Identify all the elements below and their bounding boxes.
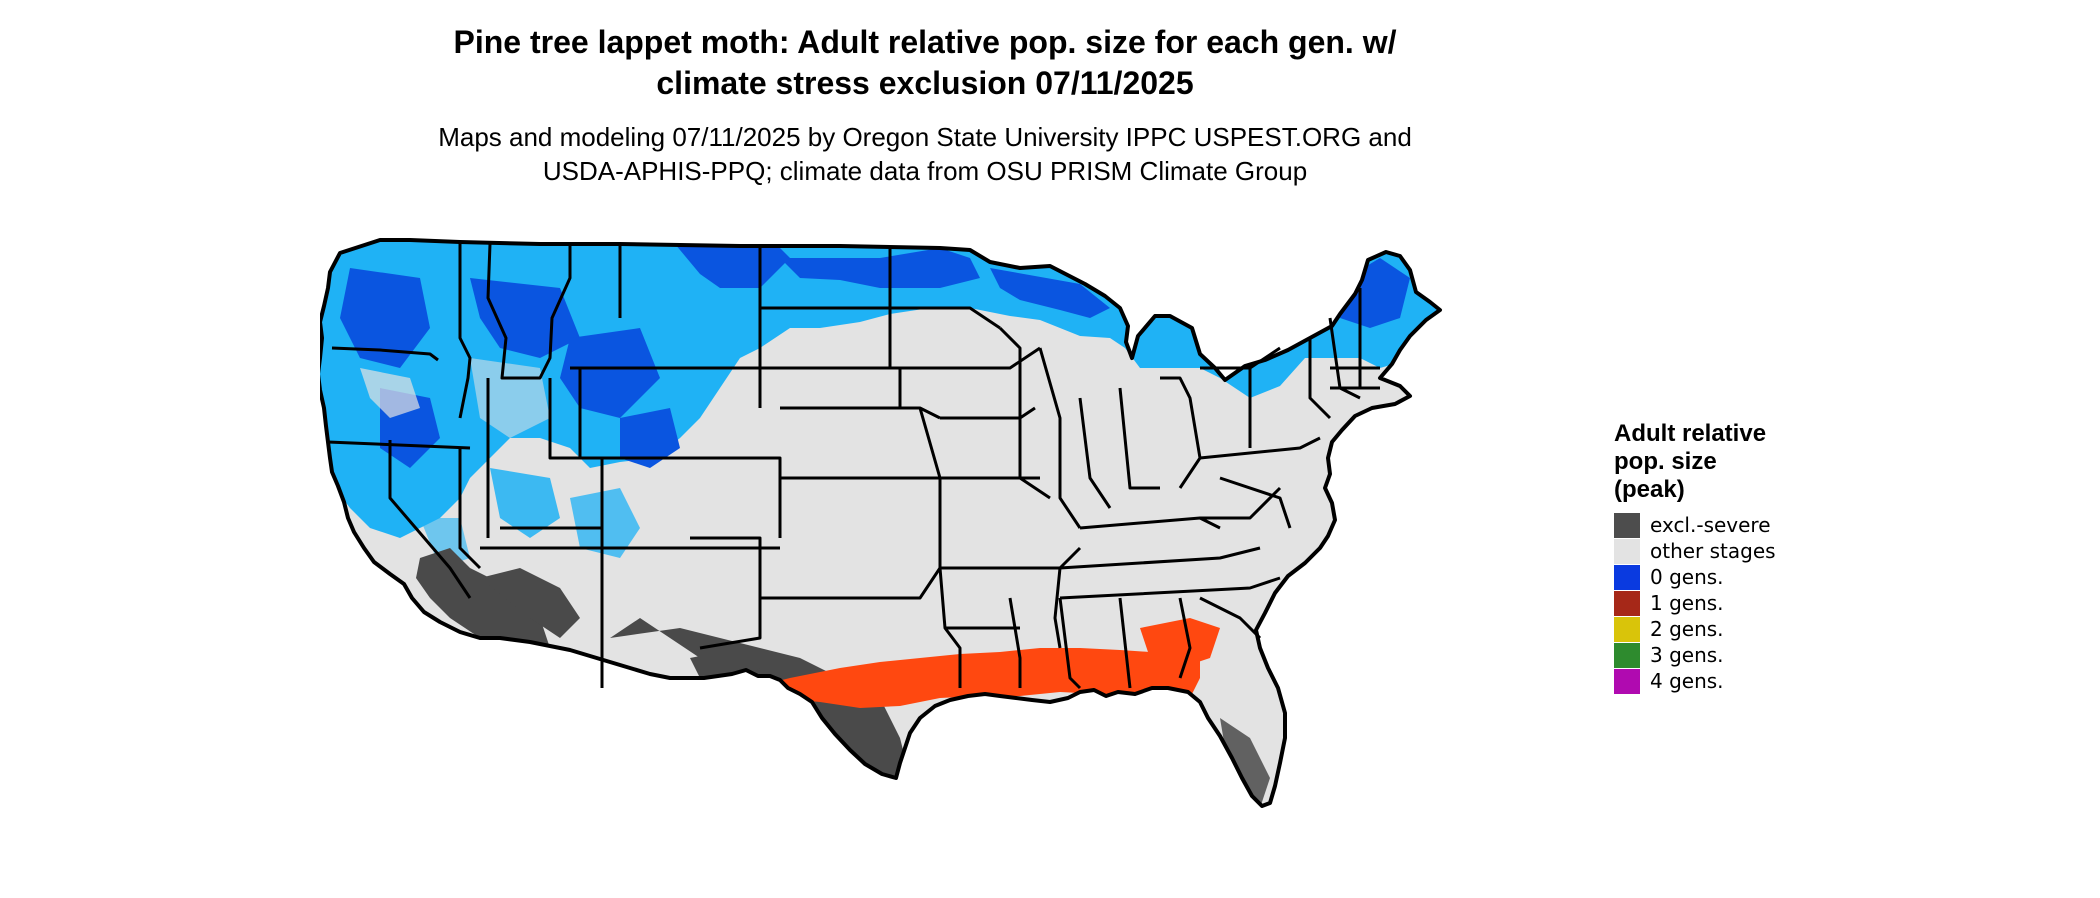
legend-swatch <box>1614 668 1640 694</box>
legend-swatch <box>1614 538 1640 564</box>
legend-title: Adult relative pop. size (peak) <box>1614 420 1767 503</box>
legend-label: 3 gens. <box>1650 643 1724 667</box>
legend-swatch <box>1614 616 1640 642</box>
deep-blue-patch <box>560 328 660 418</box>
legend-swatch <box>1614 564 1640 590</box>
legend-label: 2 gens. <box>1650 617 1724 641</box>
legend: Adult relative pop. size (peak) excl.-se… <box>1614 420 1914 694</box>
legend-label: 1 gens. <box>1650 591 1724 615</box>
legend-item: 3 gens. <box>1614 642 1914 668</box>
legend-swatch <box>1614 512 1640 538</box>
title-block: Pine tree lappet moth: Adult relative po… <box>0 22 1850 188</box>
deep-blue-patch <box>990 268 1110 318</box>
hot-southeast <box>750 628 1200 718</box>
legend-item: 1 gens. <box>1614 590 1914 616</box>
hot-southeast <box>1140 618 1220 668</box>
cool-scatter <box>570 488 640 558</box>
legend-label: 4 gens. <box>1650 669 1724 693</box>
legend-item: other stages <box>1614 538 1914 564</box>
deep-blue-patch <box>780 248 980 288</box>
map-title: Pine tree lappet moth: Adult relative po… <box>453 24 1397 101</box>
legend-item: 2 gens. <box>1614 616 1914 642</box>
state-borders <box>320 238 1442 808</box>
deep-blue-patch <box>620 408 680 468</box>
legend-item: 0 gens. <box>1614 564 1914 590</box>
map-subtitle: Maps and modeling 07/11/2025 by Oregon S… <box>438 122 1412 186</box>
legend-item: excl.-severe <box>1614 512 1914 538</box>
legend-label: 0 gens. <box>1650 565 1724 589</box>
us-map <box>320 218 1590 898</box>
severe-sw <box>416 548 550 658</box>
legend-label: other stages <box>1650 539 1776 563</box>
deep-blue-patch <box>340 268 430 368</box>
legend-label: excl.-severe <box>1650 513 1771 537</box>
severe-sw <box>480 568 580 638</box>
cool-scatter <box>490 468 560 538</box>
severe-fl <box>1220 718 1270 806</box>
legend-items: excl.-severe other stages 0 gens. 1 gens. 2 … <box>1614 512 1914 694</box>
legend-item: 4 gens. <box>1614 668 1914 694</box>
map-svg <box>320 238 1442 808</box>
mountain-gap <box>360 368 420 418</box>
legend-swatch <box>1614 642 1640 668</box>
legend-swatch <box>1614 590 1640 616</box>
deep-blue-patch <box>1330 258 1410 328</box>
